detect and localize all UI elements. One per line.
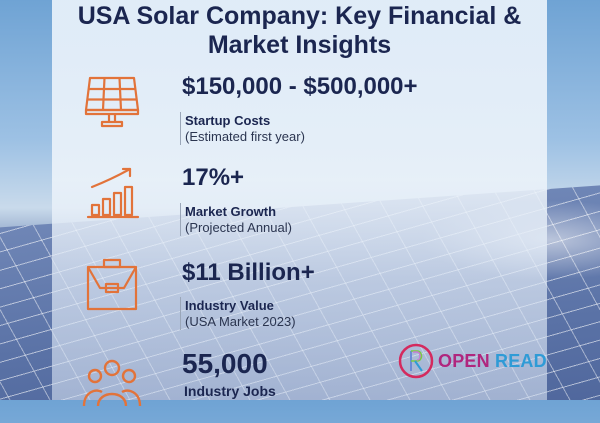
industry-value-caption: Industry Value (USA Market 2023) — [180, 297, 296, 330]
market-growth-caption: Market Growth (Projected Annual) — [180, 203, 292, 236]
industry-value-note: (USA Market 2023) — [185, 314, 296, 329]
startup-costs-label: Startup Costs — [185, 113, 271, 128]
industry-value-label: Industry Value — [185, 298, 274, 313]
market-growth-note: (Projected Annual) — [185, 220, 292, 235]
market-growth-value: 17%+ — [182, 164, 245, 191]
industry-jobs-value: 55,000 — [182, 348, 268, 379]
startup-costs-caption: Startup Costs (Estimated first year) — [180, 112, 305, 145]
growth-chart-icon — [82, 165, 142, 225]
logo-word-open: OPEN — [438, 350, 490, 371]
open-read-logo: OPEN READ — [398, 343, 547, 379]
page-title: USA Solar Company: Key Financial & Marke… — [77, 2, 522, 59]
solar-panel-icon — [82, 74, 142, 134]
market-growth-label: Market Growth — [185, 204, 277, 219]
startup-costs-note: (Estimated first year) — [185, 129, 305, 144]
open-read-logo-mark-icon — [398, 343, 434, 379]
briefcase-icon — [82, 258, 142, 318]
industry-value-value: $11 Billion+ — [182, 259, 315, 286]
content-panel — [52, 0, 547, 400]
startup-costs-value: $150,000 - $500,000+ — [182, 73, 418, 100]
industry-jobs-caption: Industry Jobs — [180, 383, 276, 400]
logo-text: OPEN READ — [438, 351, 547, 372]
people-group-icon — [82, 358, 142, 418]
industry-jobs-label: Industry Jobs — [184, 383, 276, 399]
logo-word-read: READ — [495, 350, 547, 371]
